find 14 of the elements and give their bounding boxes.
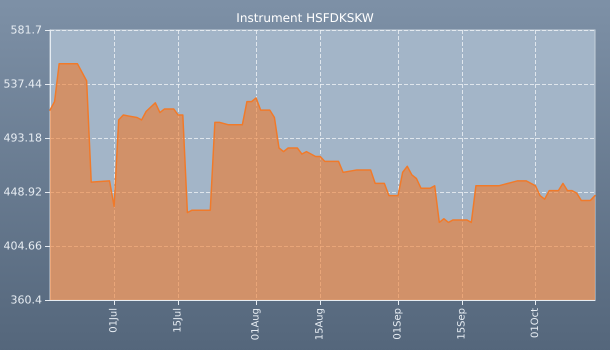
y-tick-label: 537.44 bbox=[4, 78, 42, 90]
x-tick-label: 15Sep bbox=[456, 308, 468, 340]
y-tick-label: 448.92 bbox=[4, 186, 42, 198]
y-tick-label: 404.66 bbox=[4, 240, 42, 252]
chart-title: Instrument HSFDKSKW bbox=[236, 11, 374, 25]
x-tick-label: 01Aug bbox=[250, 308, 262, 340]
x-tick-label: 01Sep bbox=[392, 308, 404, 340]
y-tick-label: 581.7 bbox=[10, 24, 42, 36]
x-tick-label: 01Jul bbox=[108, 308, 120, 333]
x-tick-label: 01Oct bbox=[530, 308, 541, 338]
y-tick-label: 493.18 bbox=[4, 132, 42, 144]
x-tick-label: 15Aug bbox=[314, 308, 326, 340]
y-tick-label: 360.4 bbox=[10, 294, 42, 306]
x-tick-label: 15Jul bbox=[172, 308, 184, 333]
